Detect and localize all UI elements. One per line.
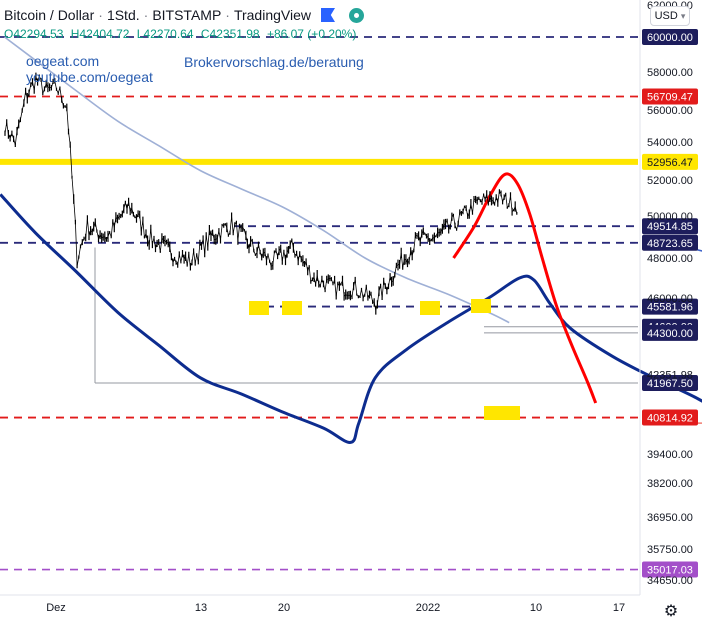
watermark-site: oegeat.com	[26, 53, 100, 69]
currency-label: USD	[654, 10, 678, 22]
market-status-icon[interactable]	[349, 7, 364, 23]
chevron-down-icon: ▾	[680, 10, 686, 21]
moving-average-dark	[0, 193, 702, 444]
moving-average-light	[4, 36, 510, 324]
high-value: H42404.72	[70, 27, 130, 41]
level-label-box	[642, 409, 698, 426]
level-label: 48723.65	[647, 238, 693, 250]
currency-dropdown[interactable]: USD ▾	[650, 6, 690, 26]
level-label: 60000.00	[647, 32, 693, 44]
price-tick-label: 56000.00	[647, 105, 693, 117]
time-tick-label: 20	[278, 602, 290, 614]
level-label-box	[642, 298, 698, 315]
change-value: +86.07 (+0.20%)	[266, 27, 357, 41]
level-label: 44300.00	[647, 328, 693, 340]
level-label: 56709.47	[647, 92, 693, 104]
platform-label: TradingView	[233, 7, 311, 23]
level-label: 49514.85	[647, 221, 693, 233]
time-axis: Dez 13 20 2022 10 17	[0, 594, 640, 614]
level-label: 40814.92	[647, 413, 693, 425]
time-tick-label: 2022	[416, 602, 440, 614]
level-label-box	[642, 561, 698, 578]
level-label-box	[642, 324, 698, 341]
level-label-box	[642, 153, 698, 170]
header-separator: ·	[143, 7, 149, 23]
chart-header: Bitcoin / Dollar · 1Std. · BITSTAMP · Tr…	[4, 3, 364, 27]
gear-icon[interactable]: ⚙	[663, 603, 679, 620]
support-markers	[249, 299, 520, 420]
support-marker	[420, 301, 440, 315]
level-label: 41967.50	[647, 378, 693, 390]
level-label-box	[642, 234, 698, 251]
support-marker	[282, 301, 302, 315]
candle-series	[4, 72, 518, 315]
watermark-youtube: youtube.com/oegeat	[26, 69, 153, 85]
price-tick-label: 39400.00	[647, 449, 693, 461]
price-tick-label: 52000.00	[647, 175, 693, 187]
ohlc-legend: O42294.53 H42404.72 L42270.64 C42351.98 …	[4, 27, 356, 41]
low-value: L42270.64	[136, 27, 194, 41]
price-tick-label: 48000.00	[647, 253, 693, 265]
support-marker	[471, 299, 491, 313]
time-tick-label: Dez	[46, 602, 66, 614]
price-tick-label: 46000.00	[647, 293, 693, 305]
time-tick-label: 10	[530, 602, 542, 614]
interval-label[interactable]: 1Std.	[106, 7, 140, 23]
price-tick-label: 34650.00	[647, 575, 693, 587]
price-tick-label: 38200.00	[647, 478, 693, 490]
level-label-box	[642, 218, 698, 235]
price-tick-label: 35750.00	[647, 544, 693, 556]
time-tick-label: 13	[195, 602, 207, 614]
level-label: 35017.03	[647, 565, 693, 577]
indicator-curves	[0, 36, 702, 444]
price-axis: 60000.00 56709.47 52956.47 49514.85 48723.65…	[639, 0, 698, 595]
support-marker	[484, 406, 520, 420]
exchange-label: BITSTAMP	[152, 7, 222, 23]
level-label: 52956.47	[647, 157, 693, 169]
price-levels	[0, 36, 638, 571]
level-label-box	[642, 29, 698, 45]
watermark-broker: Brokervorschlag.de/beratung	[184, 54, 364, 70]
open-value: O42294.53	[4, 27, 64, 41]
price-tick-label: 50000.00	[647, 211, 693, 223]
price-tick-label: 54000.00	[647, 137, 693, 149]
support-marker	[249, 301, 269, 315]
level-label: 45581.96	[647, 302, 693, 314]
price-tick-label: 58000.00	[647, 67, 693, 79]
level-label-box	[642, 88, 698, 105]
price-tick-label: 36950.00	[647, 512, 693, 524]
close-value: C42351.98	[200, 27, 260, 41]
last-price-label: 42351.98	[647, 369, 693, 381]
level-label-box	[642, 374, 698, 391]
header-separator: ·	[98, 7, 103, 23]
symbol-title[interactable]: Bitcoin / Dollar	[4, 7, 95, 23]
header-separator: ·	[225, 7, 230, 23]
flag-icon[interactable]	[321, 8, 335, 22]
projection-curve-red	[452, 172, 598, 404]
price-line	[4, 75, 518, 311]
time-tick-label: 17	[613, 602, 625, 614]
